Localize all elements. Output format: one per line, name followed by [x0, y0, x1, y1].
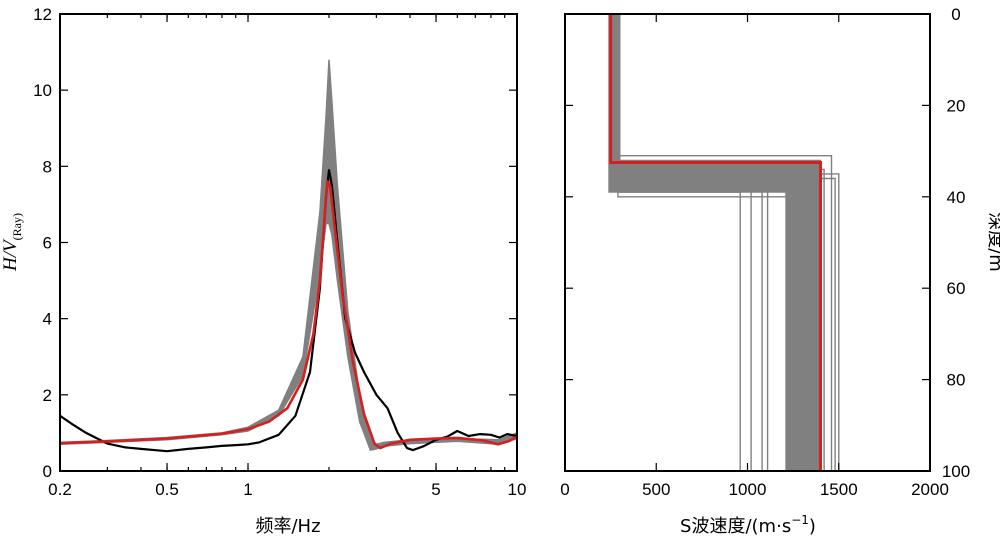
- hv-observed-curve: [60, 169, 517, 453]
- depth-axis-label: 深度/m: [985, 212, 1000, 272]
- hv-y-tick-label: 8: [43, 157, 52, 176]
- velocity-y-axis-label: 深度/m: [985, 212, 1000, 272]
- hv-x-tick-label: 1: [243, 480, 252, 499]
- velocity-ensemble-profile: [617, 14, 794, 471]
- velocity-profile-panel: 0 500 1000 1500 2000 0 20 40 60 80 100 S波速度/(m·s−1…: [560, 5, 1000, 537]
- depth-tick-label: 100: [942, 462, 970, 481]
- hv-x-tick-label: 10: [508, 480, 527, 499]
- depth-tick-label: 80: [947, 371, 966, 390]
- velocity-x-tick-label: 2000: [911, 480, 949, 499]
- hv-y-tick-label: 0: [43, 462, 52, 481]
- hv-axis-ticks: 0.2 0.5 1 5 10 0 2 4 6 8 10 12: [33, 5, 526, 499]
- hv-y-axis-label-sub: (Ray): [10, 213, 24, 240]
- hv-plot-frame: [59, 13, 518, 472]
- velocity-best-fit-profile: [609, 14, 822, 471]
- hv-ensemble-band: [60, 59, 517, 451]
- hv-plot-area: [60, 59, 517, 453]
- hv-y-tick-label: 2: [43, 386, 52, 405]
- hv-y-tick-label: 10: [33, 81, 52, 100]
- hv-spectrum-panel: 0.2 0.5 1 5 10 0 2 4 6 8 10 12 频率/Hz H/V(Ray): [0, 5, 526, 537]
- hv-y-tick-label: 12: [33, 5, 52, 24]
- velocity-x-axis-label-sup: −1: [791, 513, 809, 527]
- velocity-x-tick-label: 0: [560, 480, 569, 499]
- velocity-plot-area: [608, 14, 840, 471]
- velocity-x-tick-label: 1000: [729, 480, 767, 499]
- velocity-ensemble-profile: [616, 14, 752, 471]
- depth-tick-label: 60: [947, 279, 966, 298]
- hv-x-axis-label: 频率/Hz: [255, 516, 320, 537]
- velocity-x-axis-label: S波速度/(m·s−1): [680, 513, 816, 537]
- svg-text:H/V(Ray): H/V(Ray): [0, 213, 24, 272]
- hv-x-tick-label: 5: [431, 480, 440, 499]
- velocity-x-tick-label: 1500: [820, 480, 858, 499]
- velocity-ensemble-band: [608, 14, 821, 471]
- velocity-x-axis-label-main: S波速度/(m·s: [680, 516, 791, 537]
- hv-x-tick-label: 0.5: [155, 480, 179, 499]
- hv-y-axis-label: H/V(Ray): [0, 213, 24, 272]
- hv-y-tick-label: 6: [43, 234, 52, 253]
- hv-x-tick-label: 0.2: [48, 480, 72, 499]
- hv-best-fit-curve: [60, 180, 517, 450]
- velocity-ensemble-profile: [613, 14, 769, 471]
- depth-tick-label: 20: [947, 96, 966, 115]
- depth-tick-label: 40: [947, 188, 966, 207]
- velocity-axis-ticks: 0 500 1000 1500 2000 0 20 40 60 80 100: [560, 5, 970, 499]
- velocity-ensemble-profile: [619, 14, 741, 471]
- hv-y-axis-label-main: H/V: [0, 238, 21, 272]
- velocity-x-axis-label-tail: ): [809, 516, 816, 537]
- hv-y-tick-label: 4: [43, 310, 52, 329]
- depth-tick-label: 0: [951, 5, 960, 24]
- velocity-x-tick-label: 500: [642, 480, 670, 499]
